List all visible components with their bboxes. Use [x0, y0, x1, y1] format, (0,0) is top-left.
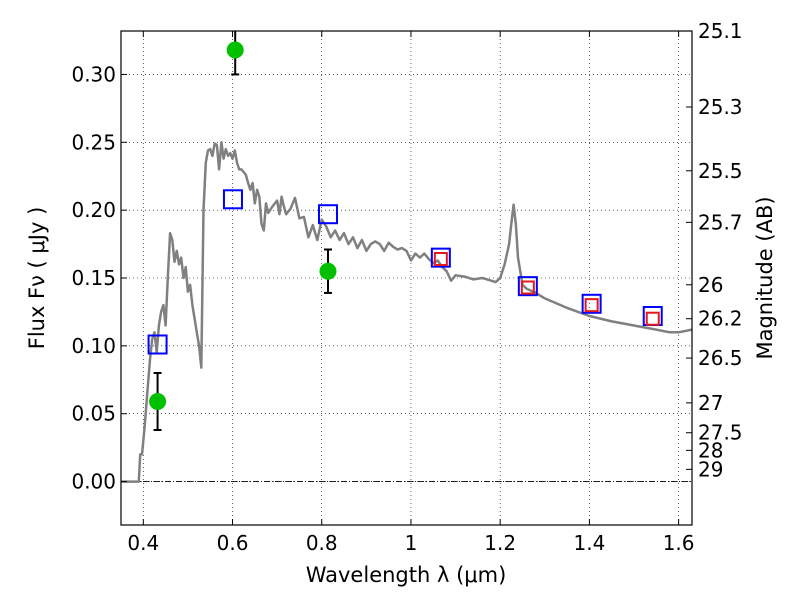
y2-tick-label: 26 — [698, 273, 723, 297]
model-photometry-square — [517, 276, 538, 297]
model-photometry-square — [430, 247, 451, 268]
y-tick-label: 0.10 — [71, 334, 116, 358]
data-point — [226, 41, 244, 59]
series-layer — [121, 31, 693, 483]
data-point — [319, 262, 337, 280]
x-tick-label: 1.6 — [663, 531, 695, 555]
ticks: 0.4 0.6 0.8 1 1.2 1.4 1.6 0.00 0.05 0.10 0.15 0.20 0… — [71, 19, 742, 555]
observed-photometry-square — [645, 311, 660, 326]
y2-tick-label: 26.5 — [698, 346, 743, 370]
y2-tick-label: 25.5 — [698, 159, 743, 183]
model-photometry-square — [222, 189, 243, 210]
x-tick-label: 0.6 — [217, 531, 249, 555]
y2-tick-label: 25.7 — [698, 210, 743, 234]
y-tick-label: 0.30 — [71, 62, 116, 86]
data-point — [149, 393, 167, 410]
observed-photometry-square — [433, 252, 448, 266]
y2-axis-label: Magnitude (AB) — [753, 196, 777, 359]
model-photometry-square — [147, 334, 168, 355]
x-tick-label: 0.4 — [127, 531, 159, 555]
x-tick-label: 1 — [405, 531, 418, 555]
y-tick-label: 0.25 — [71, 130, 116, 154]
x-tick-label: 1.2 — [484, 531, 516, 555]
y-tick-label: 0.20 — [71, 198, 116, 222]
model-photometry-square — [317, 204, 338, 225]
y2-tick-label: 27.5 — [698, 421, 743, 445]
y2-tick-label: 25.3 — [698, 95, 743, 119]
y2-tick-label: 25.1 — [698, 19, 743, 43]
y2-tick-label: 27 — [698, 391, 723, 415]
y-tick-label: 0.05 — [71, 402, 116, 426]
x-tick-label: 0.8 — [306, 531, 338, 555]
observed-photometry-square — [520, 280, 535, 295]
spectrum-line — [121, 141, 693, 483]
model-photometry-square — [581, 293, 602, 314]
plot-background — [121, 31, 692, 525]
x-tick-label: 1.4 — [573, 531, 605, 555]
y2-tick-label: 28 — [698, 438, 723, 462]
y2-tick-label: 29 — [698, 457, 723, 481]
y-axis-label: Flux Fν ( μJy ) — [25, 207, 49, 350]
y-tick-label: 0.15 — [71, 266, 116, 290]
x-axis-label: Wavelength λ (μm) — [306, 563, 507, 587]
observed-photometry-square — [584, 298, 599, 313]
y-tick-label: 0.00 — [71, 470, 116, 494]
y2-tick-label: 26.2 — [698, 307, 743, 331]
